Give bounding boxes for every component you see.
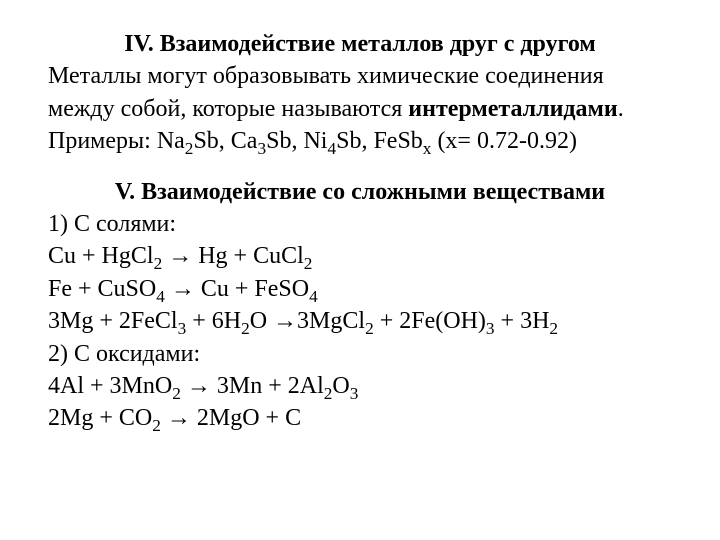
- formula: + 2Fe(OH): [374, 308, 486, 334]
- subscript: 4: [309, 287, 318, 306]
- subscript: 4: [156, 287, 165, 306]
- text-run: (x= 0.72-0.92): [431, 128, 577, 154]
- formula: + 6H: [186, 308, 241, 334]
- subscript: 4: [327, 139, 336, 158]
- subheading-oxides: 2) С оксидами:: [48, 338, 672, 370]
- formula: Na: [157, 128, 185, 154]
- formula: O →3MgCl: [250, 308, 365, 334]
- subscript: 3: [486, 319, 495, 338]
- paragraph-intermetallides: Металлы могут образовывать химические со…: [48, 60, 672, 125]
- formula: O: [332, 373, 349, 399]
- section-heading-4: IV. Взаимодействие металлов друг с друго…: [48, 28, 672, 60]
- document-page: IV. Взаимодействие металлов друг с друго…: [0, 0, 720, 435]
- examples-line: Примеры: Na2Sb, Ca3Sb, Ni4Sb, FeSbx (x= …: [48, 125, 672, 157]
- reaction-2: Fe + CuSO4 → Cu + FeSO4: [48, 273, 672, 305]
- section-heading-5: V. Взаимодействие со сложными веществами: [48, 176, 672, 208]
- formula: 3Mg + 2FeCl: [48, 308, 178, 334]
- subscript: 2: [154, 254, 163, 273]
- subscript: 2: [304, 254, 313, 273]
- subscript: 2: [172, 384, 181, 403]
- reaction-1: Cu + HgCl2 → Hg + CuCl2: [48, 240, 672, 272]
- formula: + 3H: [495, 308, 550, 334]
- formula: Sb, Ni: [266, 128, 327, 154]
- formula: 4Al + 3MnO: [48, 373, 172, 399]
- formula: → Hg + CuCl: [162, 243, 304, 269]
- formula: Fe + CuSO: [48, 276, 156, 302]
- subscript: 3: [178, 319, 187, 338]
- examples-label: Примеры:: [48, 128, 157, 154]
- subheading-salts: 1) С солями:: [48, 208, 672, 240]
- reaction-3: 3Mg + 2FeCl3 + 6H2O →3MgCl2 + 2Fe(OH)3 +…: [48, 305, 672, 337]
- subscript: 2: [152, 416, 161, 435]
- subscript: 3: [257, 139, 266, 158]
- reaction-4: 4Al + 3MnO2 → 3Mn + 2Al2O3: [48, 370, 672, 402]
- reaction-5: 2Mg + CO2 → 2MgO + C: [48, 402, 672, 434]
- formula: Cu + HgCl: [48, 243, 154, 269]
- formula: → 2MgO + C: [161, 405, 301, 431]
- formula: → Cu + FeSO: [165, 276, 309, 302]
- formula: Sb, Ca: [193, 128, 257, 154]
- formula: → 3Mn + 2Al: [181, 373, 324, 399]
- subscript: 3: [350, 384, 359, 403]
- term-intermetallides: интерметаллидами: [408, 96, 617, 122]
- text-run: .: [618, 96, 624, 122]
- formula: 2Mg + CO: [48, 405, 152, 431]
- formula: Sb, FeSb: [336, 128, 423, 154]
- subscript: 2: [549, 319, 558, 338]
- subscript: 2: [241, 319, 250, 338]
- subscript: 2: [365, 319, 374, 338]
